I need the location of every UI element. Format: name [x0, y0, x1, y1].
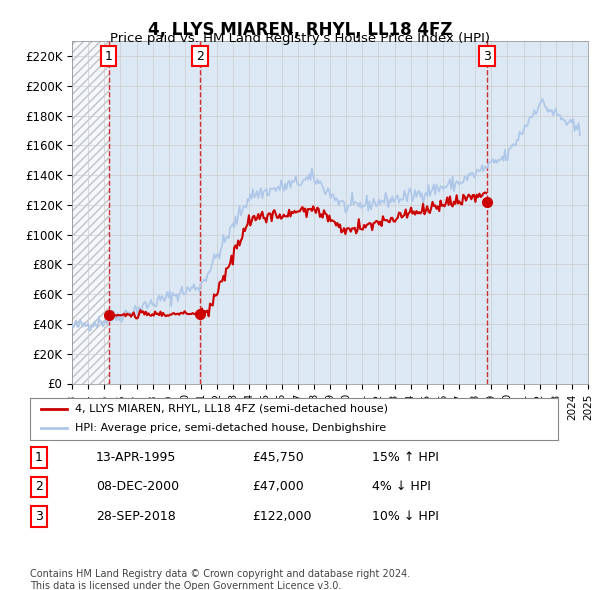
Text: 3: 3 [35, 510, 43, 523]
Text: £47,000: £47,000 [252, 480, 304, 493]
Text: 13-APR-1995: 13-APR-1995 [96, 451, 176, 464]
Text: 08-DEC-2000: 08-DEC-2000 [96, 480, 179, 493]
Text: 2: 2 [35, 480, 43, 493]
Text: 28-SEP-2018: 28-SEP-2018 [96, 510, 176, 523]
Text: 3: 3 [483, 50, 491, 63]
Text: 4, LLYS MIAREN, RHYL, LL18 4FZ: 4, LLYS MIAREN, RHYL, LL18 4FZ [148, 21, 452, 39]
Text: Contains HM Land Registry data © Crown copyright and database right 2024.
This d: Contains HM Land Registry data © Crown c… [30, 569, 410, 590]
Text: 4% ↓ HPI: 4% ↓ HPI [372, 480, 431, 493]
Text: 1: 1 [105, 50, 113, 63]
Text: 10% ↓ HPI: 10% ↓ HPI [372, 510, 439, 523]
Text: Price paid vs. HM Land Registry's House Price Index (HPI): Price paid vs. HM Land Registry's House … [110, 32, 490, 45]
Text: HPI: Average price, semi-detached house, Denbighshire: HPI: Average price, semi-detached house,… [75, 423, 386, 433]
Text: 4, LLYS MIAREN, RHYL, LL18 4FZ (semi-detached house): 4, LLYS MIAREN, RHYL, LL18 4FZ (semi-det… [75, 404, 388, 414]
Text: £122,000: £122,000 [252, 510, 311, 523]
Text: 15% ↑ HPI: 15% ↑ HPI [372, 451, 439, 464]
Bar [72, 41, 109, 384]
Text: 2: 2 [196, 50, 204, 63]
Text: 1: 1 [35, 451, 43, 464]
Text: £45,750: £45,750 [252, 451, 304, 464]
